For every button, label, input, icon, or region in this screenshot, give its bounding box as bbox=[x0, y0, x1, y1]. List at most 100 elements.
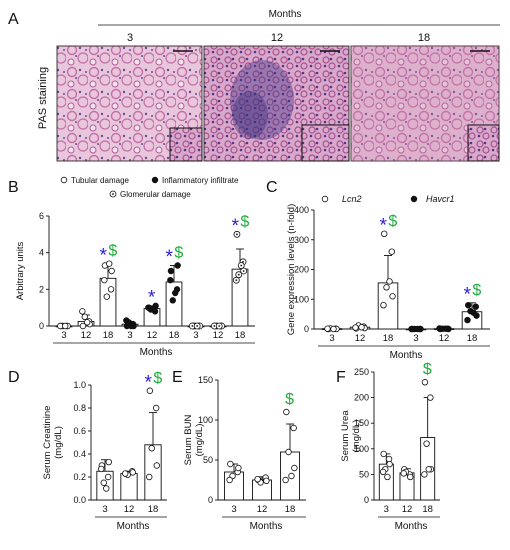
chart-f-point bbox=[427, 394, 434, 401]
chart-c-point bbox=[389, 293, 396, 300]
chart-c-point bbox=[383, 284, 390, 291]
chart-b-ytick-label: 2 bbox=[39, 284, 44, 294]
chart-d: 0.0 0.2 0.4 0.6 0.8 1.0 Serum Creatinine (mg/dL… bbox=[42, 370, 167, 532]
chart-f-point bbox=[425, 466, 432, 473]
chart-d-sig-dollar: $ bbox=[153, 370, 162, 387]
chart-c-point bbox=[324, 325, 331, 332]
chart-f-ylabel: (mg/dL) bbox=[351, 420, 362, 453]
chart-e-point bbox=[288, 472, 295, 480]
chart-b-sig-dollar: $ bbox=[174, 245, 183, 262]
pas-staining-label: PAS staining bbox=[37, 67, 49, 129]
legend-inflammatory-marker bbox=[151, 176, 159, 184]
chart-e-ylabel: Serum BUN bbox=[183, 415, 194, 466]
chart-f-xtick-label: 3 bbox=[384, 504, 389, 515]
chart-f-xtick-label: 18 bbox=[422, 504, 433, 515]
chart-b-point-dot bbox=[240, 264, 243, 267]
chart-c-point bbox=[381, 230, 388, 237]
chart-d-point bbox=[152, 404, 160, 412]
chart-e-xtick-label: 18 bbox=[285, 504, 296, 515]
chart-f-ytick-label: 250 bbox=[354, 367, 369, 377]
chart-e-ytick-label: 100 bbox=[198, 415, 213, 425]
chart-e-point bbox=[254, 476, 261, 483]
chart-d-ytick-label: 0.8 bbox=[73, 403, 86, 413]
chart-c-sig-star: * bbox=[463, 284, 471, 305]
chart-e-ytick-label: 150 bbox=[198, 375, 213, 385]
chart-b-point-dot bbox=[191, 325, 194, 327]
chart-c-ytick-label: 0 bbox=[304, 324, 309, 334]
chart-d-point bbox=[104, 473, 112, 481]
chart-b-xtick-label: 12 bbox=[213, 330, 224, 341]
chart-c-xtick-label: 18 bbox=[467, 333, 478, 344]
chart-c-xtick-label: 12 bbox=[355, 333, 366, 344]
chart-b-point bbox=[81, 313, 88, 321]
legend-tubular-marker bbox=[60, 176, 68, 184]
chart-f-sig-dollar: $ bbox=[423, 361, 432, 378]
panel-letter-c: C bbox=[266, 179, 278, 196]
chart-d-point bbox=[100, 479, 107, 486]
chart-b-xtick-label: 3 bbox=[61, 330, 66, 341]
chart-c-point bbox=[386, 278, 393, 285]
chart-c-ytick-label: 200 bbox=[294, 265, 309, 275]
chart-d-ytick-label: 0.6 bbox=[73, 426, 86, 436]
chart-b-point-dot bbox=[218, 325, 221, 327]
chart-d-xtick-label: 3 bbox=[102, 504, 107, 515]
chart-b-point-dot bbox=[242, 270, 245, 272]
chart-f-point bbox=[421, 471, 428, 478]
chart-f-point bbox=[379, 468, 387, 476]
chart-d-ylabel: Serum Creatinine bbox=[42, 406, 53, 480]
chart-f-xlabel: Months bbox=[395, 521, 428, 532]
chart-c-point bbox=[352, 324, 359, 331]
chart-b-sig-dollar: $ bbox=[108, 243, 117, 260]
chart-b-point bbox=[62, 322, 69, 330]
legend-glomerular-label: Glomerular damage bbox=[120, 190, 191, 199]
chart-b-ytick-label: 0 bbox=[39, 321, 44, 331]
chart-d-point bbox=[103, 485, 110, 492]
chart-b-point bbox=[174, 262, 181, 269]
chart-b-ytick-label: 6 bbox=[39, 211, 44, 221]
chart-f-ylabel: Serum Urea bbox=[340, 410, 351, 462]
chart-b-xtick-label: 18 bbox=[235, 330, 246, 341]
chart-e-point bbox=[235, 464, 242, 472]
chart-c-xtick-label: 12 bbox=[439, 333, 450, 344]
chart-d-ytick-label: 0.4 bbox=[73, 449, 86, 459]
panel-a: Months 3 12 18 PAS staining bbox=[37, 9, 500, 162]
chart-f-point bbox=[380, 450, 387, 458]
chart-b-sig-star: * bbox=[99, 245, 107, 266]
panel-letter-d: D bbox=[8, 369, 20, 386]
chart-d-bar bbox=[144, 444, 162, 501]
chart-d-point bbox=[122, 470, 129, 477]
chart-b-point-dot bbox=[236, 233, 238, 236]
chart-d-ytick-label: 1.0 bbox=[73, 380, 86, 390]
chart-b-sig-star: * bbox=[148, 287, 156, 308]
chart-b-point bbox=[169, 297, 176, 304]
chart-d-xlabel: Months bbox=[117, 521, 150, 532]
chart-c-sig-dollar: $ bbox=[472, 282, 481, 299]
chart-b-xtick-label: 12 bbox=[147, 330, 158, 341]
chart-b-point bbox=[103, 293, 110, 300]
chart-c-ytick-label: 300 bbox=[294, 235, 309, 245]
col-label-12: 12 bbox=[271, 32, 283, 44]
chart-d-point bbox=[153, 462, 160, 469]
legend-havcr1-marker bbox=[410, 195, 418, 203]
chart-c-point bbox=[465, 302, 472, 309]
chart-e-point bbox=[290, 424, 297, 432]
chart-c-point bbox=[442, 325, 449, 332]
chart-e-point bbox=[283, 408, 290, 416]
legend-glomerular-marker-dot bbox=[112, 193, 114, 195]
legend-tubular-label: Tubular damage bbox=[71, 176, 130, 185]
micrograph-12-months bbox=[203, 45, 350, 162]
chart-f-ytick-label: 100 bbox=[354, 444, 369, 454]
chart-f-point bbox=[407, 473, 414, 481]
chart-f-ytick-label: 0 bbox=[364, 495, 369, 505]
chart-b-bar bbox=[99, 277, 117, 327]
chart-e-point bbox=[263, 477, 270, 484]
chart-d-sig-star: * bbox=[144, 373, 152, 394]
chart-b-point bbox=[167, 276, 174, 284]
chart-d-ylabel: (mg/dL) bbox=[53, 426, 64, 459]
chart-e-point bbox=[282, 476, 289, 484]
chart-c-sig-dollar: $ bbox=[388, 213, 397, 230]
chart-b-point bbox=[101, 276, 108, 284]
chart-b-sig-dollar: $ bbox=[240, 213, 249, 230]
